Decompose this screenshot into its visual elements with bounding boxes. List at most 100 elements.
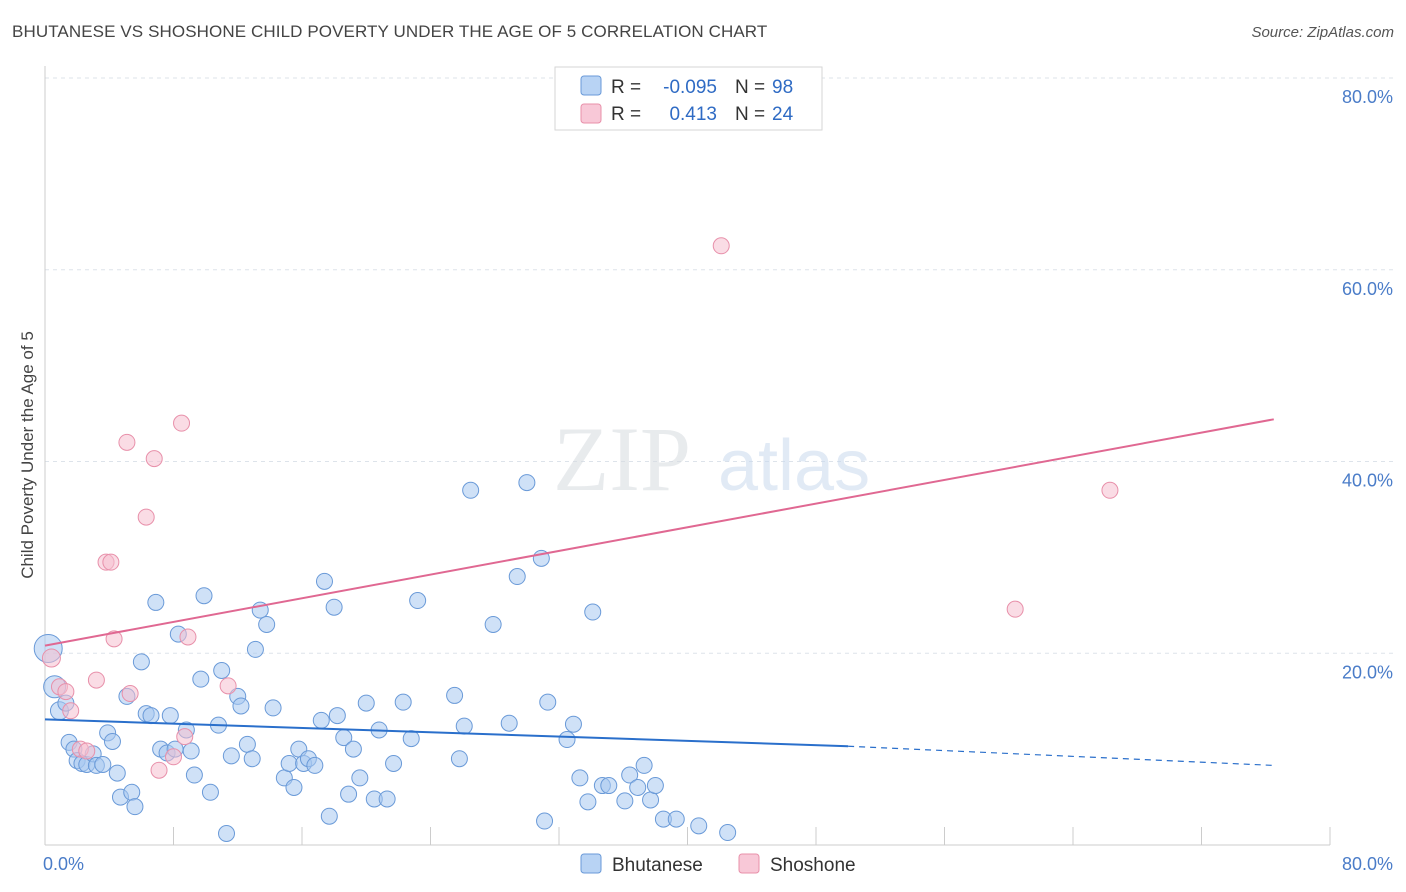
- bhutanese-point-61: [351, 769, 369, 787]
- bhutanese-point-67: [394, 693, 412, 711]
- series-swatch-bhutanese: [580, 853, 602, 874]
- legend-r-label-2: R =: [611, 104, 641, 125]
- bhutanese-point-89: [621, 766, 639, 784]
- bhutanese-point-88: [616, 792, 634, 810]
- bhutanese-point-29: [182, 742, 200, 760]
- x-tick-labels: 0.0% 80.0%: [43, 854, 1393, 874]
- bhutanese-point-79: [536, 812, 554, 830]
- legend-r-label-1: R =: [611, 77, 641, 98]
- bhutanese-point-91: [635, 756, 653, 774]
- bhutanese-point-83: [571, 769, 589, 787]
- shoshone-point-14: [150, 761, 168, 779]
- bhutanese-point-54: [315, 572, 333, 590]
- bhutanese-point-42: [246, 640, 264, 658]
- trend-lines: [44, 418, 1274, 767]
- legend-n-value-2: 24: [772, 104, 794, 125]
- series-swatch-shoshone: [738, 853, 760, 874]
- bhutanese-point-30: [185, 766, 203, 784]
- correlation-legend: R = -0.095 N = 98 R = 0.413 N = 24: [554, 66, 823, 131]
- shoshone-trend-line: [44, 418, 1274, 647]
- series-label-shoshone: Shoshone: [770, 855, 856, 876]
- bhutanese-point-11: [94, 755, 112, 773]
- legend-n-label-2: N =: [735, 104, 765, 125]
- bhutanese-point-21: [142, 707, 160, 725]
- watermark-atlas: atlas: [718, 426, 870, 506]
- bhutanese-point-25: [161, 707, 179, 725]
- bhutanese-point-69: [409, 592, 427, 610]
- bhutanese-point-14: [108, 764, 126, 782]
- y-tick-label-3: 80.0%: [1342, 87, 1393, 107]
- series-legend: Bhutanese Shoshone: [580, 853, 856, 876]
- bhutanese-point-40: [238, 735, 256, 753]
- y-tick-label-0: 20.0%: [1342, 662, 1393, 682]
- shoshone-point-0: [41, 648, 61, 668]
- shoshone-point-3: [62, 702, 80, 720]
- bhutanese-point-59: [340, 785, 358, 803]
- grid-lines: [45, 77, 1393, 654]
- x-tick-label-1: 80.0%: [1342, 854, 1393, 874]
- bhutanese-point-72: [455, 717, 473, 735]
- bhutanese-point-39: [232, 697, 250, 715]
- bhutanese-point-84: [579, 793, 597, 811]
- bhutanese-point-17: [123, 783, 141, 801]
- bhutanese-point-41: [243, 750, 261, 768]
- bhutanese-point-92: [642, 791, 660, 809]
- axes: [44, 66, 1331, 846]
- bhutanese-trend-extension: [848, 745, 1274, 767]
- data-points: [33, 237, 1119, 842]
- bhutanese-point-81: [558, 731, 576, 749]
- shoshone-point-18: [179, 628, 197, 646]
- bhutanese-point-71: [450, 750, 468, 768]
- shoshone-point-17: [176, 728, 194, 746]
- bhutanese-point-37: [222, 747, 240, 765]
- bhutanese-point-82: [564, 715, 582, 733]
- source-credit: Source: ZipAtlas.com: [1251, 24, 1394, 41]
- shoshone-point-16: [173, 414, 191, 432]
- watermark: ZIP atlas: [553, 408, 870, 510]
- shoshone-point-5: [78, 742, 96, 760]
- bhutanese-point-75: [500, 714, 518, 732]
- bhutanese-point-57: [328, 707, 346, 725]
- legend-n-value-1: 98: [772, 77, 793, 98]
- bhutanese-point-96: [690, 817, 708, 835]
- bhutanese-point-52: [306, 756, 324, 774]
- bhutanese-point-44: [258, 615, 276, 633]
- shoshone-point-20: [712, 237, 730, 255]
- bhutanese-point-18: [126, 798, 144, 816]
- bhutanese-point-65: [378, 790, 396, 808]
- bhutanese-point-60: [344, 740, 362, 758]
- series-label-bhutanese: Bhutanese: [612, 855, 703, 876]
- y-tick-label-2: 60.0%: [1342, 279, 1393, 299]
- bhutanese-point-45: [264, 699, 282, 717]
- watermark-zip: ZIP: [553, 408, 691, 510]
- shoshone-point-19: [219, 677, 237, 695]
- bhutanese-point-66: [385, 755, 403, 773]
- bhutanese-point-62: [357, 694, 375, 712]
- bhutanese-point-56: [325, 598, 343, 616]
- bhutanese-point-33: [201, 783, 219, 801]
- bhutanese-point-70: [446, 686, 464, 704]
- bhutanese-point-73: [462, 481, 480, 499]
- bhutanese-point-76: [508, 568, 526, 586]
- shoshone-point-2: [57, 683, 75, 701]
- bhutanese-point-22: [147, 593, 165, 611]
- legend-swatch-bhutanese: [580, 75, 602, 96]
- bhutanese-point-80: [539, 693, 557, 711]
- chart-title: BHUTANESE VS SHOSHONE CHILD POVERTY UNDE…: [12, 22, 768, 41]
- bhutanese-point-93: [646, 777, 664, 795]
- shoshone-point-21: [1006, 600, 1024, 618]
- legend-swatch-shoshone: [580, 103, 602, 124]
- x-tick-label-0: 0.0%: [43, 854, 84, 874]
- bhutanese-point-19: [132, 653, 150, 671]
- bhutanese-point-85: [584, 603, 602, 621]
- bhutanese-point-35: [213, 662, 231, 680]
- bhutanese-point-77: [518, 474, 536, 492]
- y-tick-label-1: 40.0%: [1342, 471, 1393, 491]
- shoshone-point-12: [137, 508, 155, 526]
- bhutanese-point-32: [195, 587, 213, 605]
- bhutanese-point-31: [192, 670, 210, 688]
- legend-r-value-2: 0.413: [669, 104, 717, 125]
- bhutanese-point-36: [218, 824, 236, 842]
- bhutanese-point-13: [103, 732, 121, 750]
